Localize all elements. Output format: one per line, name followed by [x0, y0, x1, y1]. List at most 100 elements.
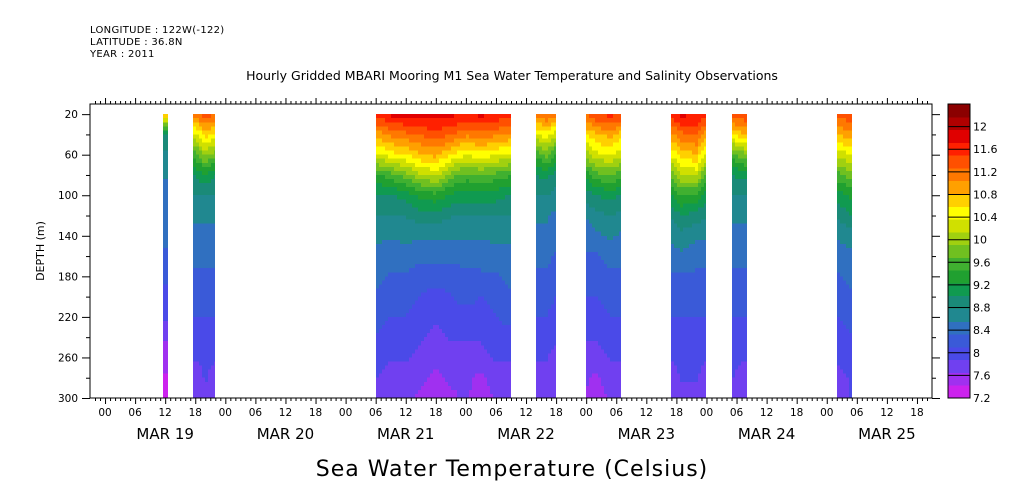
heatmap-cell: [415, 312, 418, 318]
heatmap-cell: [487, 199, 490, 204]
heatmap-cell: [376, 215, 379, 220]
heatmap-cell: [502, 150, 505, 156]
heatmap-cell: [499, 195, 502, 200]
heatmap-cell: [394, 247, 397, 253]
heatmap-cell: [551, 162, 554, 168]
heatmap-cell: [592, 361, 595, 366]
heatmap-cell: [589, 174, 592, 180]
heatmap-cell: [481, 199, 484, 204]
heatmap-cell: [391, 158, 394, 164]
heatmap-cell: [460, 325, 463, 330]
heatmap-cell: [385, 118, 388, 123]
heatmap-cell: [403, 166, 406, 172]
heatmap-cell: [445, 150, 448, 156]
heatmap-cell: [409, 349, 412, 354]
heatmap-cell: [598, 130, 601, 135]
heatmap-cell: [598, 264, 601, 269]
heatmap-cell: [490, 373, 493, 379]
heatmap-cell: [409, 130, 412, 135]
heatmap-cell: [394, 219, 397, 225]
heatmap-cell: [604, 272, 607, 277]
heatmap-cell: [598, 377, 601, 383]
heatmap-cell: [418, 130, 421, 135]
heatmap-cell: [394, 280, 397, 285]
heatmap-cell: [391, 252, 394, 257]
heatmap-cell: [613, 142, 616, 147]
heatmap-cell: [499, 223, 502, 229]
heatmap-cell: [472, 316, 475, 322]
heatmap-cell: [394, 174, 397, 180]
heatmap-cell: [400, 174, 403, 180]
heatmap-cell: [484, 114, 487, 119]
heatmap-cell: [388, 126, 391, 131]
heatmap-cell: [481, 320, 484, 326]
heatmap-cell: [376, 393, 379, 399]
heatmap-cell: [163, 345, 166, 350]
heatmap-cell: [406, 183, 409, 188]
heatmap-cell: [208, 146, 211, 152]
heatmap-cell: [487, 349, 490, 354]
heatmap-cell: [415, 353, 418, 358]
heatmap-cell: [536, 300, 539, 306]
heatmap-cell: [496, 179, 499, 184]
heatmap-cell: [388, 154, 391, 160]
heatmap-cell: [604, 296, 607, 302]
heatmap-cell: [439, 118, 442, 123]
heatmap-cell: [376, 284, 379, 289]
heatmap-cell: [457, 227, 460, 233]
heatmap-cell: [487, 191, 490, 196]
heatmap-cell: [214, 203, 215, 208]
heatmap-cell: [493, 235, 496, 241]
heatmap-cell: [214, 142, 215, 147]
heatmap-cell: [427, 166, 430, 172]
heatmap-cell: [613, 162, 616, 168]
heatmap-cell: [391, 381, 394, 387]
heatmap-cell: [208, 252, 211, 257]
heatmap-cell: [589, 142, 592, 147]
heatmap-cell: [451, 199, 454, 204]
heatmap-cell: [394, 235, 397, 241]
heatmap-cell: [604, 256, 607, 261]
heatmap-cell: [478, 260, 481, 265]
heatmap-cell: [499, 158, 502, 164]
heatmap-cell: [202, 252, 205, 257]
heatmap-cell: [551, 357, 554, 362]
heatmap-cell: [442, 268, 445, 273]
heatmap-cell: [163, 308, 166, 314]
heatmap-cell: [484, 320, 487, 326]
heatmap-cell: [430, 280, 433, 285]
heatmap-cell: [421, 320, 424, 326]
heatmap-cell: [415, 357, 418, 362]
heatmap-cell: [469, 187, 472, 192]
heatmap-cell: [451, 308, 454, 314]
heatmap-cell: [196, 312, 199, 318]
heatmap-cell: [163, 377, 166, 383]
heatmap-cell: [545, 389, 548, 395]
heatmap-cell: [412, 280, 415, 285]
heatmap-cell: [214, 211, 215, 216]
heatmap-cell: [598, 219, 601, 225]
heatmap-cell: [391, 349, 394, 354]
heatmap-cell: [554, 389, 556, 395]
heatmap-cell: [502, 256, 505, 261]
heatmap-cell: [202, 381, 205, 387]
heatmap-cell: [211, 353, 214, 358]
heatmap-cell: [460, 377, 463, 383]
heatmap-cell: [430, 312, 433, 318]
heatmap-cell: [598, 296, 601, 302]
heatmap-cell: [592, 235, 595, 241]
heatmap-cell: [403, 341, 406, 346]
heatmap-cell: [598, 247, 601, 253]
heatmap-cell: [601, 174, 604, 180]
heatmap-cell: [545, 393, 548, 399]
heatmap-cell: [542, 207, 545, 212]
heatmap-cell: [406, 252, 409, 257]
heatmap-cell: [499, 203, 502, 208]
heatmap-cell: [397, 288, 400, 293]
heatmap-cell: [505, 126, 508, 131]
heatmap-cell: [457, 203, 460, 208]
heatmap-cell: [502, 381, 505, 387]
heatmap-cell: [502, 268, 505, 273]
heatmap-cell: [460, 256, 463, 261]
heatmap-cell: [376, 174, 379, 180]
